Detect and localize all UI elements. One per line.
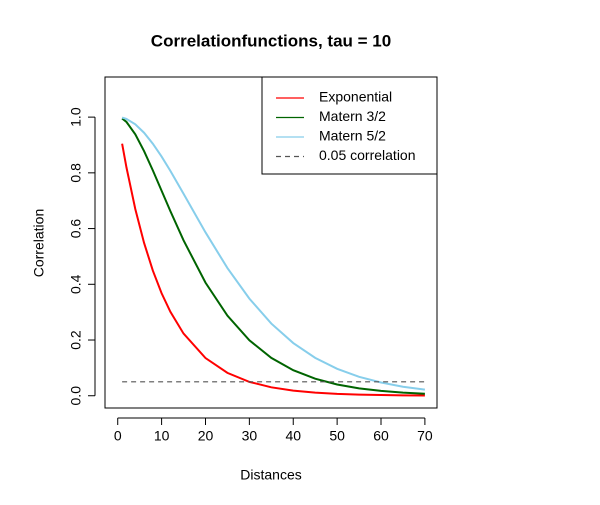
y-tick-label: 0.6 (68, 219, 84, 239)
y-axis-label: Correlation (31, 209, 47, 277)
y-tick-label: 0.0 (68, 386, 84, 406)
legend-label: Exponential (319, 89, 392, 105)
y-tick-label: 0.8 (68, 163, 84, 183)
legend-label: Matern 5/2 (319, 128, 386, 144)
series-line (121, 143, 425, 397)
x-tick-label: 60 (373, 428, 389, 444)
x-tick-label: 20 (198, 428, 214, 444)
legend-label: 0.05 correlation (319, 147, 416, 163)
x-tick-label: 10 (154, 428, 170, 444)
x-tick-label: 40 (285, 428, 301, 444)
x-tick-label: 70 (417, 428, 433, 444)
legend-box (261, 76, 438, 175)
x-tick-label: 50 (329, 428, 345, 444)
series-line (121, 117, 425, 395)
series-line (121, 116, 426, 391)
x-tick-label: 0 (114, 428, 122, 444)
x-axis-label: Distances (240, 467, 301, 483)
legend-label: Matern 3/2 (319, 108, 386, 124)
x-tick-label: 30 (242, 428, 258, 444)
y-tick-label: 1.0 (68, 107, 84, 127)
y-tick-label: 0.4 (68, 274, 84, 294)
chart-title: Correlationfunctions, tau = 10 (151, 31, 391, 50)
y-tick-label: 0.2 (68, 330, 84, 350)
